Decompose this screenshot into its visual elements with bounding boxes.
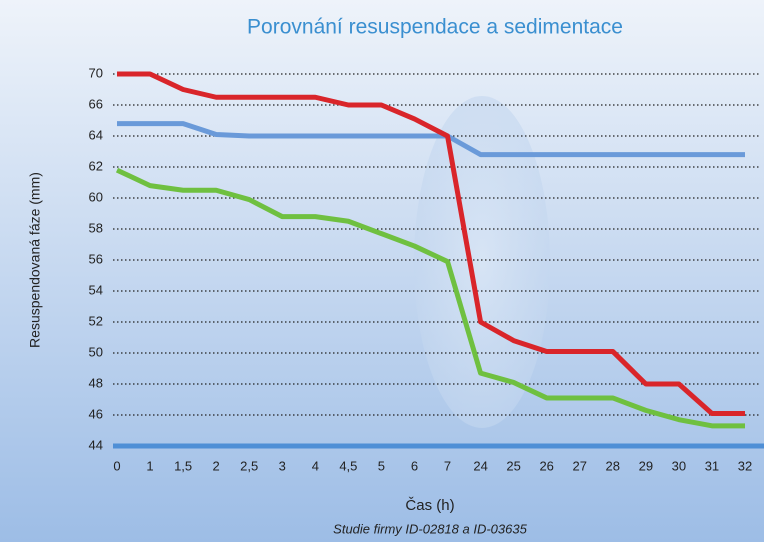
- chart-title: Porovnání resuspendace a sedimentace: [247, 16, 623, 39]
- x-tick-label: 30: [672, 458, 686, 473]
- x-tick-label: 24: [473, 458, 487, 473]
- x-tick-label: 28: [606, 458, 620, 473]
- x-tick-label: 27: [573, 458, 587, 473]
- highlight: [414, 96, 550, 428]
- x-axis-label: Čas (h): [405, 497, 454, 514]
- series-line: [117, 71, 745, 416]
- y-tick-label: 44: [89, 437, 103, 452]
- x-tick-label: 31: [705, 458, 719, 473]
- y-tick-label: 54: [89, 282, 103, 297]
- x-tick-label: 3: [279, 458, 286, 473]
- y-tick-label: 52: [89, 313, 103, 328]
- x-tick-label: 2,5: [240, 458, 258, 473]
- x-tick-label: 7: [444, 458, 451, 473]
- x-tick-label: 6: [411, 458, 418, 473]
- y-tick-label: 62: [89, 158, 103, 173]
- x-tick-label: 26: [539, 458, 553, 473]
- x-tick-label: 1: [146, 458, 153, 473]
- y-tick-label: 56: [89, 251, 103, 266]
- y-tick-label: 66: [89, 96, 103, 111]
- x-tick-label: 1,5: [174, 458, 192, 473]
- series-line: [115, 167, 745, 429]
- x-tick-label: 4: [312, 458, 319, 473]
- x-tick-label: 4,5: [339, 458, 357, 473]
- y-tick-label: 50: [89, 344, 103, 359]
- x-tick-label: 29: [639, 458, 653, 473]
- y-tick-label: 46: [89, 406, 103, 421]
- x-tick-label: 5: [378, 458, 385, 473]
- y-tick-label: 48: [89, 375, 103, 390]
- x-tick-label: 32: [738, 458, 752, 473]
- x-tick-label: 0: [113, 458, 120, 473]
- y-tick-label: 58: [89, 220, 103, 235]
- y-tick-label: 60: [89, 189, 103, 204]
- y-tick-label: 70: [89, 65, 103, 80]
- x-tick-label: 25: [506, 458, 520, 473]
- footnote: Studie firmy ID-02818 a ID-03635: [333, 521, 527, 536]
- series-line: [117, 121, 745, 158]
- x-tick-label: 2: [213, 458, 220, 473]
- y-tick-label: 64: [89, 127, 103, 142]
- y-axis-label: Resuspendovaná fáze (mm): [27, 172, 43, 348]
